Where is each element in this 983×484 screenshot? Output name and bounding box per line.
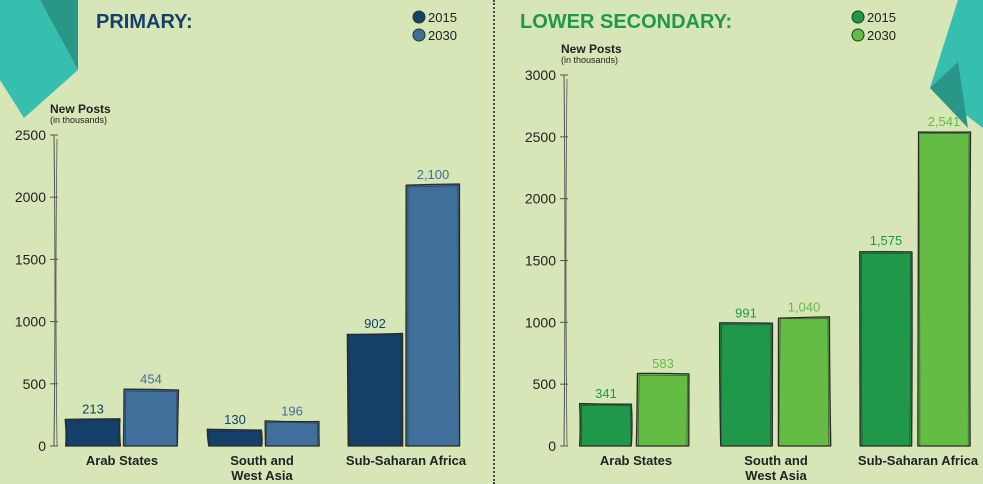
y-tick-label: 0 [548, 438, 556, 454]
category-label: Arab States [86, 453, 158, 468]
y-axis-sublabel: (in thousands) [561, 55, 618, 65]
y-tick-label: 1000 [525, 314, 556, 330]
bar-value-label: 196 [281, 404, 303, 419]
y-tick-label: 2000 [525, 191, 556, 207]
bar-outline-sketch [125, 390, 178, 447]
bar-2015 [859, 250, 913, 447]
category-label: South and [230, 453, 294, 468]
chart-title: PRIMARY: [96, 11, 193, 33]
bar-outline-sketch [348, 334, 402, 447]
y-tick-label: 0 [38, 438, 46, 454]
y-tick-label: 2000 [15, 189, 46, 205]
legend-swatch-2015 [412, 10, 426, 24]
bar-value-label: 583 [652, 356, 674, 371]
bar-2030 [405, 183, 461, 447]
y-axis-label: New Posts [50, 102, 111, 116]
category-label: West Asia [231, 468, 293, 483]
bar-value-label: 213 [82, 402, 104, 417]
bar-2015 [578, 402, 633, 447]
bar-outline-sketch [407, 185, 460, 447]
category-label: Sub-Saharan Africa [858, 453, 979, 468]
bar-value-label: 2,541 [928, 114, 961, 129]
primary-chart: PRIMARY: 2015 2030 New Posts(in thousands) 0… [15, 10, 467, 483]
bar-outline-sketch [265, 422, 318, 447]
bar-outline-sketch [720, 324, 772, 447]
y-tick-label: 2500 [15, 127, 46, 143]
category-label: West Asia [745, 468, 807, 483]
bar-2015 [64, 418, 122, 447]
bar-2015 [718, 322, 774, 447]
bar-outline-sketch [918, 132, 970, 447]
y-axis-line-sketch [565, 78, 568, 447]
legend-label-2015: 2015 [428, 10, 457, 25]
bar-outline-sketch [861, 253, 911, 447]
bar-value-label: 454 [140, 372, 162, 387]
y-tick-label: 500 [23, 376, 47, 392]
legend-swatch-2030 [851, 28, 865, 42]
bar-value-label: 1,040 [788, 299, 821, 314]
bar-outline-sketch [778, 317, 830, 447]
category-label: Sub-Saharan Africa [346, 453, 467, 468]
y-axis-sublabel: (in thousands) [50, 115, 107, 125]
chart-title: LOWER SECONDARY: [520, 11, 732, 33]
bar-2030 [635, 372, 690, 447]
legend-swatch-2015 [851, 10, 865, 24]
bar-2030 [264, 420, 320, 447]
bar-outline-sketch [638, 374, 688, 447]
legend-swatch-2030 [412, 28, 426, 42]
legend-label-2030: 2030 [428, 28, 457, 43]
bar-value-label: 902 [364, 316, 386, 331]
bar-2015 [346, 332, 404, 447]
legend-label-2030: 2030 [867, 28, 896, 43]
bar-value-label: 130 [224, 412, 246, 427]
y-tick-label: 1500 [15, 251, 46, 267]
bar-outline-sketch [66, 420, 119, 447]
bar-2030 [917, 131, 972, 447]
lower-secondary-chart: LOWER SECONDARY: 2015 2030 New Posts(in tho… [520, 10, 979, 483]
decorative-ribbon-left [0, 0, 80, 120]
decorative-ribbon-right [928, 0, 983, 130]
bar-value-label: 1,575 [870, 233, 903, 248]
bar-outline-sketch [581, 404, 632, 447]
bar-2030 [777, 316, 832, 447]
y-tick-label: 1000 [15, 314, 46, 330]
category-label: Arab States [600, 453, 672, 468]
y-tick-label: 2500 [525, 129, 556, 145]
y-tick-label: 3000 [525, 67, 556, 83]
y-axis-line [53, 134, 56, 447]
y-tick-label: 500 [533, 376, 557, 392]
y-axis-label: New Posts [561, 42, 622, 56]
y-tick-label: 1500 [525, 253, 556, 269]
bar-2030 [122, 388, 180, 447]
bar-outline-sketch [208, 430, 261, 447]
category-label: South and [744, 453, 808, 468]
bar-value-label: 341 [595, 386, 617, 401]
bar-value-label: 2,100 [417, 167, 450, 182]
y-axis-line-sketch [55, 138, 58, 447]
legend-label-2015: 2015 [867, 10, 896, 25]
bar-value-label: 991 [735, 305, 757, 320]
panel-divider [493, 0, 495, 484]
bar-2015 [206, 428, 263, 447]
